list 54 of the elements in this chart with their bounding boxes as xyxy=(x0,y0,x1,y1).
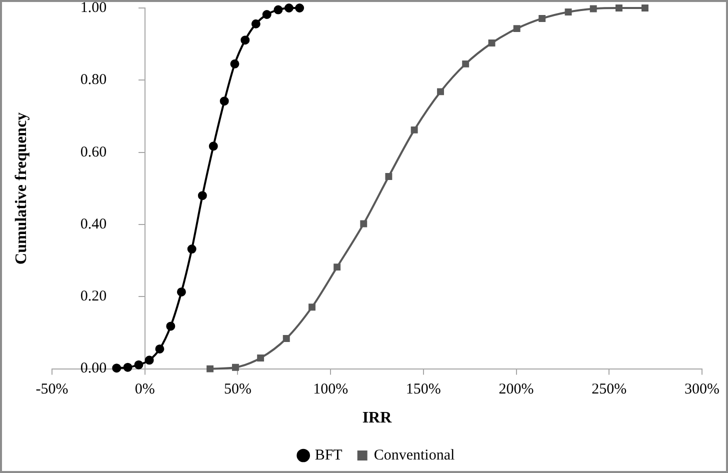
x-tick-label: 200% xyxy=(498,382,534,398)
point xyxy=(166,322,176,331)
point xyxy=(155,344,164,354)
y-tick-label: 0.20 xyxy=(80,288,107,305)
point xyxy=(144,356,154,365)
point xyxy=(198,191,207,200)
point xyxy=(220,96,229,106)
y-tick-label: 0.80 xyxy=(80,72,107,88)
point xyxy=(232,364,239,371)
x-tick-label: 150% xyxy=(406,382,441,398)
point xyxy=(112,364,122,373)
point xyxy=(385,173,392,180)
point xyxy=(208,142,218,151)
point xyxy=(642,4,648,12)
point xyxy=(274,5,283,14)
x-tick-label: 0% xyxy=(134,382,155,398)
point xyxy=(513,25,520,32)
point xyxy=(616,4,622,12)
point xyxy=(206,365,214,372)
point xyxy=(134,360,144,370)
point xyxy=(251,19,260,28)
point xyxy=(187,244,196,254)
point xyxy=(334,264,341,271)
legend-label: Conventional xyxy=(374,447,455,464)
x-tick-label: 100% xyxy=(313,382,348,398)
point xyxy=(257,354,264,362)
y-axis-title: Cumulative frequency xyxy=(13,112,30,264)
point xyxy=(176,287,186,296)
y-tick-label: 1.00 xyxy=(80,0,107,16)
point xyxy=(284,4,294,12)
x-tick-label: -50% xyxy=(36,382,68,398)
point xyxy=(437,88,444,96)
x-tick-label: 250% xyxy=(592,382,627,398)
point xyxy=(462,60,470,68)
point xyxy=(262,10,272,19)
point xyxy=(240,36,250,45)
point xyxy=(410,126,418,134)
point xyxy=(488,40,496,46)
x-tick-label: 300% xyxy=(684,382,720,398)
y-tick-label: 0.40 xyxy=(80,216,107,232)
point xyxy=(295,4,304,12)
legend-label: BFT xyxy=(314,447,342,464)
point xyxy=(538,14,546,22)
y-tick-label: 0.00 xyxy=(80,360,107,377)
point xyxy=(564,8,572,16)
point xyxy=(282,335,290,342)
x-axis-title: IRR xyxy=(362,410,392,427)
point xyxy=(360,220,368,228)
point xyxy=(308,304,316,311)
point xyxy=(230,59,240,68)
y-tick-label: 0.60 xyxy=(80,144,107,160)
x-tick-label: 50% xyxy=(224,382,252,398)
point xyxy=(590,5,597,12)
point xyxy=(123,362,132,372)
